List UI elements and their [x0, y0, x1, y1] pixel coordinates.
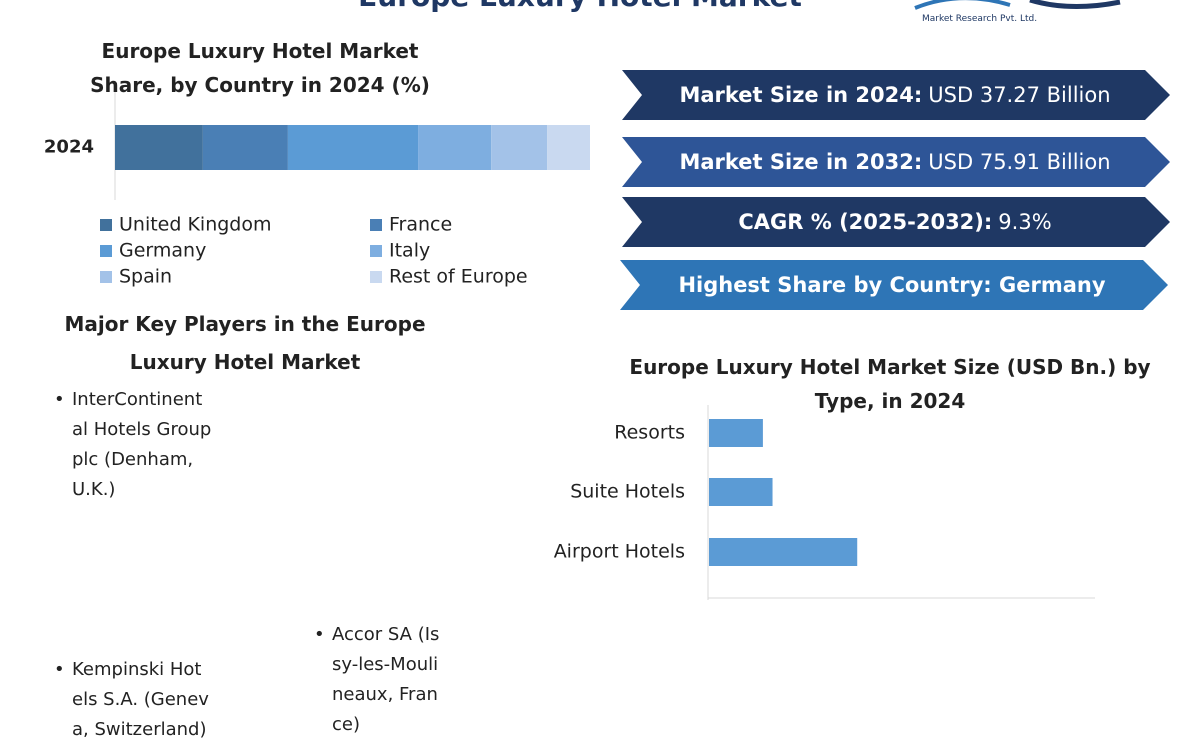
- page: {"header": {"title": "Europe Luxury Hote…: [0, 0, 1200, 600]
- kpi-banner: [622, 197, 1170, 247]
- legend-label: Germany: [119, 240, 206, 262]
- kpi-banner: [620, 260, 1168, 310]
- canvas: 2024 United Kingdom France Germany Italy Spai…: [44, 0, 1170, 600]
- page-title: Europe Luxury Hotel Market: [300, 0, 860, 13]
- legend-label: Italy: [389, 240, 430, 262]
- type-chart: Resorts Suite Hotels Airport Hotels: [554, 405, 1095, 600]
- kpi-value: USD 75.91 Billion: [928, 150, 1111, 174]
- y-tick-label: Suite Hotels: [570, 481, 685, 503]
- bar-segment: [491, 125, 548, 170]
- chart-title: Europe Luxury Hotel Market Share, by Cou…: [90, 39, 430, 97]
- legend-label: Spain: [119, 266, 172, 288]
- logo-text: Market Research Pvt. Ltd.: [922, 14, 1038, 24]
- kpi: Market Size in 2024: USD 37.27 Billion: [640, 70, 1150, 120]
- player: Accor SA (Issy-les-Moulineaux, France): [314, 620, 442, 740]
- bar-segment: [418, 125, 492, 170]
- y-tick-label: 2024: [44, 137, 94, 158]
- logo-arc: [1029, 0, 1121, 9]
- players-title: Major Key Players in the Europe Luxury H…: [64, 312, 426, 374]
- bar: [709, 538, 858, 566]
- chart-title: Europe Luxury Hotel Market Size (USD Bn.…: [629, 355, 1151, 413]
- kpi-label: Market Size in 2024:: [679, 83, 923, 107]
- legend-swatch: [100, 271, 112, 283]
- bar: [709, 419, 763, 447]
- bar: [709, 478, 773, 506]
- kpi: Market Size in 2032: USD 75.91 Billion: [640, 137, 1150, 187]
- share-chart: 2024 United Kingdom France Germany Italy Spai…: [44, 92, 590, 288]
- legend-label: France: [389, 214, 452, 236]
- bar-segment: [547, 125, 590, 170]
- legend-label: United Kingdom: [119, 214, 272, 236]
- legend-swatch: [100, 245, 112, 257]
- bar-segment: [115, 125, 203, 170]
- player: InterContinental Hotels Group plc (Denha…: [54, 385, 212, 505]
- bar-segment: [287, 125, 419, 170]
- y-tick-label: Airport Hotels: [554, 541, 685, 563]
- legend-swatch: [370, 245, 382, 257]
- kpi-banner: [622, 70, 1170, 120]
- logo-arc: [914, 0, 1011, 10]
- kpi: Highest Share by Country: Germany: [640, 260, 1150, 310]
- legend-swatch: [100, 219, 112, 231]
- kpi-banner: [622, 137, 1170, 187]
- kpi: CAGR % (2025-2032): 9.3%: [640, 197, 1150, 247]
- bar-segment: [202, 125, 288, 170]
- y-tick-label: Resorts: [614, 422, 685, 444]
- kpi-value: USD 37.27 Billion: [928, 83, 1111, 107]
- kpi-label: Highest Share by Country: Germany: [678, 273, 1106, 297]
- kpi-label: CAGR % (2025-2032):: [738, 210, 993, 234]
- legend-swatch: [370, 219, 382, 231]
- legend-label: Rest of Europe: [389, 266, 528, 288]
- legend-swatch: [370, 271, 382, 283]
- player: Kempinski Hotels S.A. (Geneva, Switzerla…: [54, 655, 212, 745]
- kpi-value: 9.3%: [998, 210, 1052, 234]
- kpi-label: Market Size in 2032:: [679, 150, 923, 174]
